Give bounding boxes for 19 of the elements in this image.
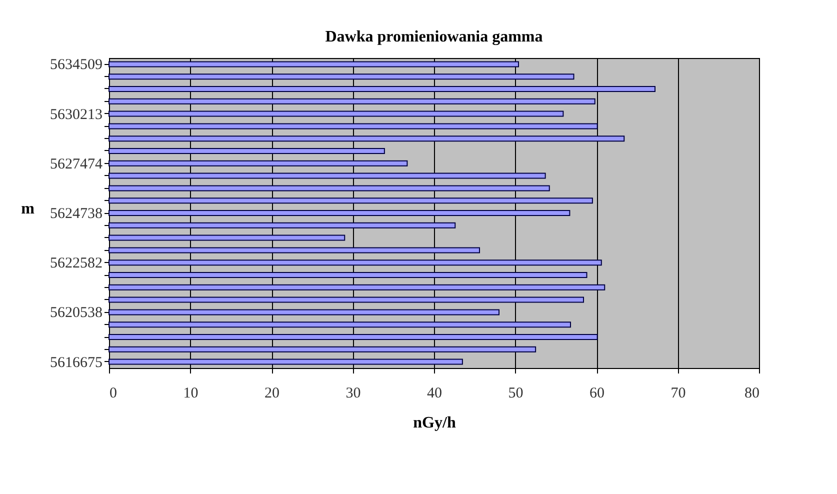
y-tick-label: 5630213 bbox=[50, 106, 102, 123]
x-tick-label: 40 bbox=[427, 386, 442, 402]
x-tick-label: 10 bbox=[183, 386, 198, 402]
y-tick-label: 5616675 bbox=[50, 354, 102, 371]
chart-title: Dawka promieniowania gamma bbox=[325, 28, 543, 46]
x-tick-label: 20 bbox=[264, 386, 280, 402]
x-tick-label: 50 bbox=[508, 386, 524, 402]
y-tick-label: 5620538 bbox=[50, 305, 102, 322]
y-tick-label: 5624738 bbox=[50, 206, 102, 222]
y-tick-label: 5622582 bbox=[50, 256, 102, 272]
y-axis-title: m bbox=[21, 200, 36, 218]
y-tick-label: 5627474 bbox=[50, 156, 103, 172]
x-tick-label: 30 bbox=[346, 386, 361, 402]
x-tick-label: 80 bbox=[744, 386, 760, 402]
x-tick-label: 70 bbox=[670, 386, 686, 402]
y-tick-label: 5634509 bbox=[50, 57, 102, 74]
x-tick-label: 0 bbox=[110, 386, 117, 402]
x-tick-label: 60 bbox=[590, 386, 604, 402]
x-axis-title: nGy/h bbox=[413, 414, 456, 432]
